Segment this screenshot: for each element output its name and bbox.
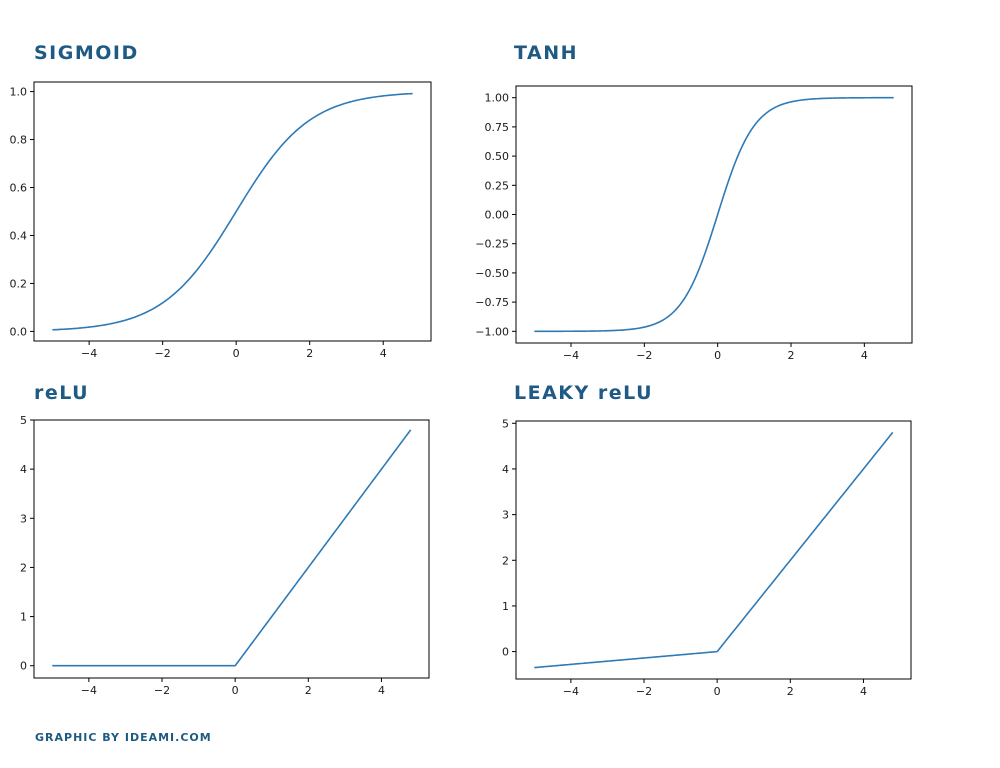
sigmoid-axes-frame (33, 81, 432, 342)
leaky-relu-series-line (534, 431, 894, 669)
sigmoid-y-tick-label: 0.2 (10, 277, 28, 290)
leaky-relu-x-tick-label: 4 (860, 685, 867, 698)
relu-x-tick-label: 4 (378, 684, 385, 697)
relu-x-tick-label: 0 (232, 684, 239, 697)
leaky-relu-y-tick-label: 2 (502, 554, 509, 567)
sigmoid-x-tick-label: −4 (81, 347, 97, 360)
sigmoid-x-tick-label: 2 (306, 347, 313, 360)
sigmoid-y-tick-label: 0.4 (10, 229, 28, 242)
relu-chart-title: reLU (34, 382, 90, 404)
tanh-y-tick-label: −1.00 (475, 325, 509, 338)
leaky-relu-y-tick-label: 0 (502, 646, 509, 659)
sigmoid-chart: −4 −2 0 2 4 0.0 0.2 0.4 0.6 0.8 1.0 (10, 81, 432, 360)
relu-y-tick-label: 4 (20, 463, 27, 476)
leaky-relu-y-tick-label: 1 (502, 600, 509, 613)
relu-x-tick-label: −4 (81, 684, 97, 697)
tanh-chart-title: TANH (514, 42, 578, 64)
leaky-relu-y-tick-label: 3 (502, 509, 509, 522)
sigmoid-x-tick-label: 4 (380, 347, 387, 360)
relu-x-tick-label: 2 (305, 684, 312, 697)
sigmoid-y-tick-label: 0.8 (10, 134, 28, 147)
leaky-relu-y-tick-label: 5 (502, 417, 509, 430)
sigmoid-y-tick-label: 0.0 (10, 325, 28, 338)
tanh-y-tick-label: −0.75 (475, 296, 509, 309)
tanh-chart: −4 −2 0 2 4 −1.00 −0.75 −0.50 −0.25 0.00 0.25 0.50 0… (475, 85, 913, 362)
tanh-y-tick-label: 0.75 (485, 121, 510, 134)
leaky-relu-x-tick-label: 2 (787, 685, 794, 698)
tanh-y-tick-label: 0.00 (485, 209, 510, 222)
leaky-relu-chart-title: LEAKY reLU (514, 382, 654, 404)
relu-chart: −4 −2 0 2 4 0 1 2 3 4 5 (20, 414, 430, 697)
relu-y-tick-label: 5 (20, 414, 27, 427)
leaky-relu-y-tick-label: 4 (502, 463, 509, 476)
relu-y-tick-label: 1 (20, 611, 27, 624)
tanh-y-tick-label: 1.00 (485, 92, 510, 105)
tanh-y-tick-label: 0.50 (485, 150, 510, 163)
sigmoid-y-tick-label: 1.0 (10, 86, 28, 99)
leaky-relu-x-tick-label: −4 (563, 685, 579, 698)
tanh-x-tick-label: −2 (636, 349, 652, 362)
relu-axes-frame (33, 419, 430, 679)
tanh-axes-frame (515, 85, 913, 344)
sigmoid-y-tick-label: 0.6 (10, 182, 28, 195)
tanh-series-line (534, 96, 894, 333)
leaky-relu-chart: −4 −2 0 2 4 0 1 2 3 4 5 (502, 417, 912, 698)
relu-x-tick-label: −2 (154, 684, 170, 697)
leaky-relu-axes-frame (515, 420, 912, 680)
tanh-x-tick-label: 2 (788, 349, 795, 362)
relu-y-tick-label: 2 (20, 561, 27, 574)
tanh-x-tick-label: 4 (861, 349, 868, 362)
tanh-y-tick-label: 0.25 (485, 179, 510, 192)
relu-series-line (52, 429, 412, 667)
relu-y-tick-label: 3 (20, 512, 27, 525)
sigmoid-x-tick-label: 0 (233, 347, 240, 360)
tanh-y-tick-label: −0.50 (475, 267, 509, 280)
relu-y-tick-label: 0 (20, 660, 27, 673)
graphic-credit: GRAPHIC BY IDEAMI.COM (35, 731, 212, 744)
tanh-x-tick-label: −4 (563, 349, 579, 362)
leaky-relu-x-tick-label: 0 (714, 685, 721, 698)
tanh-y-tick-label: −0.25 (475, 238, 509, 251)
leaky-relu-x-tick-label: −2 (636, 685, 652, 698)
sigmoid-x-tick-label: −2 (155, 347, 171, 360)
sigmoid-series-line (52, 92, 413, 331)
sigmoid-chart-title: SIGMOID (34, 42, 139, 64)
tanh-x-tick-label: 0 (714, 349, 721, 362)
